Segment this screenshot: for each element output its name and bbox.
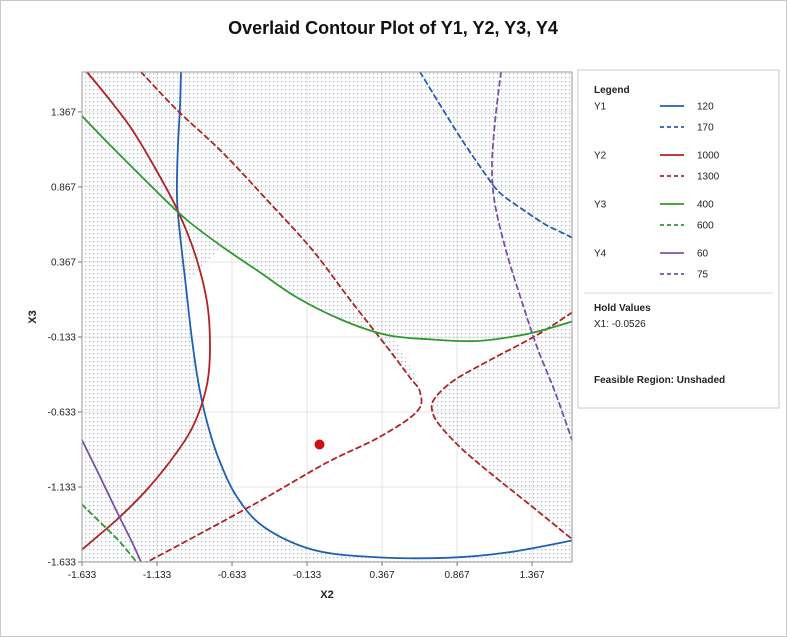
plot-border [81,71,573,563]
contour-y3-400 [82,115,572,343]
legend-group-y1: Y1 [594,102,607,113]
legend-group-y3: Y3 [594,200,607,211]
y-axis: -1.633 -1.133 -0.633 -0.133 0.367 0.867 1.367 [48,107,82,569]
x-tick-label: -0.133 [293,570,322,581]
y-tick-label: -1.133 [48,482,77,493]
contour-y1-170 [419,72,572,239]
contour-y4-60 [82,439,142,562]
legend-group-y2: Y2 [594,151,607,162]
design-point[interactable] [314,439,325,450]
y-tick-label: 0.367 [51,257,76,268]
y-tick-label: -1.633 [48,558,77,569]
x-axis-title: X2 [320,589,333,601]
y-tick-label: -0.133 [48,332,77,343]
contour-y2-1300 [430,311,572,540]
legend-level-y1-170: 170 [697,123,714,134]
hold-value-x1: X1: -0.0526 [594,319,646,330]
legend-title: Legend [594,85,630,96]
legend-level-y3-600: 600 [697,221,714,232]
chart-title: Overlaid Contour Plot of Y1, Y2, Y3, Y4 [228,18,558,38]
contour-lines [82,72,572,562]
x-tick-label: -1.133 [143,570,172,581]
legend-box [577,69,780,409]
y-axis-title: X3 [27,310,39,323]
x-tick-label: -1.633 [68,570,97,581]
contour-y2-1300 [140,72,423,562]
y-tick-label: 1.367 [51,107,76,118]
x-axis: -1.633 -1.133 -0.633 -0.133 0.367 0.867 1.367 [68,562,545,581]
x-tick-label: 1.367 [520,570,545,581]
legend-level-y4-60: 60 [697,249,709,260]
legend-level-y2-1000: 1000 [697,151,720,162]
x-tick-label: 0.867 [445,570,470,581]
y-tick-label: -0.633 [48,407,77,418]
legend-level-y4-75: 75 [697,270,709,281]
legend-group-y4: Y4 [594,249,607,260]
contour-y1-120 [175,72,572,560]
contour-y3-600 [82,503,138,562]
feasible-region-note: Feasible Region: Unshaded [594,375,725,386]
legend-level-y2-1300: 1300 [697,172,720,183]
contour-y2-1000 [82,72,211,551]
x-tick-label: -0.633 [218,570,247,581]
x-tick-label: 0.367 [370,570,395,581]
legend-level-y3-400: 400 [697,200,714,211]
y-tick-label: 0.867 [51,182,76,193]
legend-entries: Y1 120 170 Y2 1000 1300 Y3 400 600 Y4 60 75 [594,102,720,281]
legend-level-y1-120: 120 [697,102,714,113]
hold-values-title: Hold Values [594,303,651,314]
contour-y4-75 [491,72,572,441]
